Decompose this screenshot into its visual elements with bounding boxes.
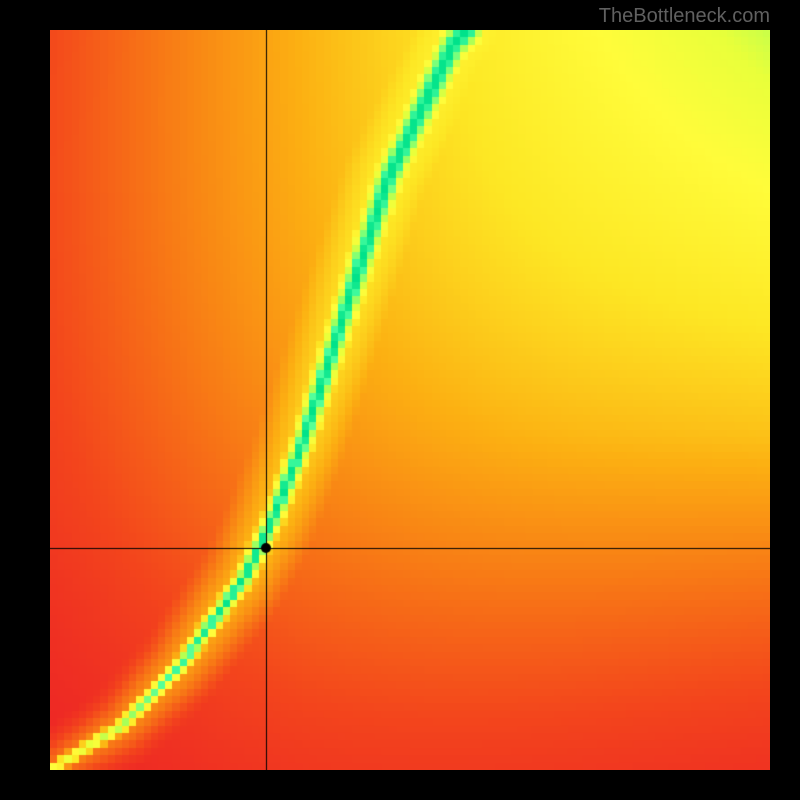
heatmap-chart bbox=[50, 30, 770, 770]
watermark-text: TheBottleneck.com bbox=[599, 5, 770, 28]
